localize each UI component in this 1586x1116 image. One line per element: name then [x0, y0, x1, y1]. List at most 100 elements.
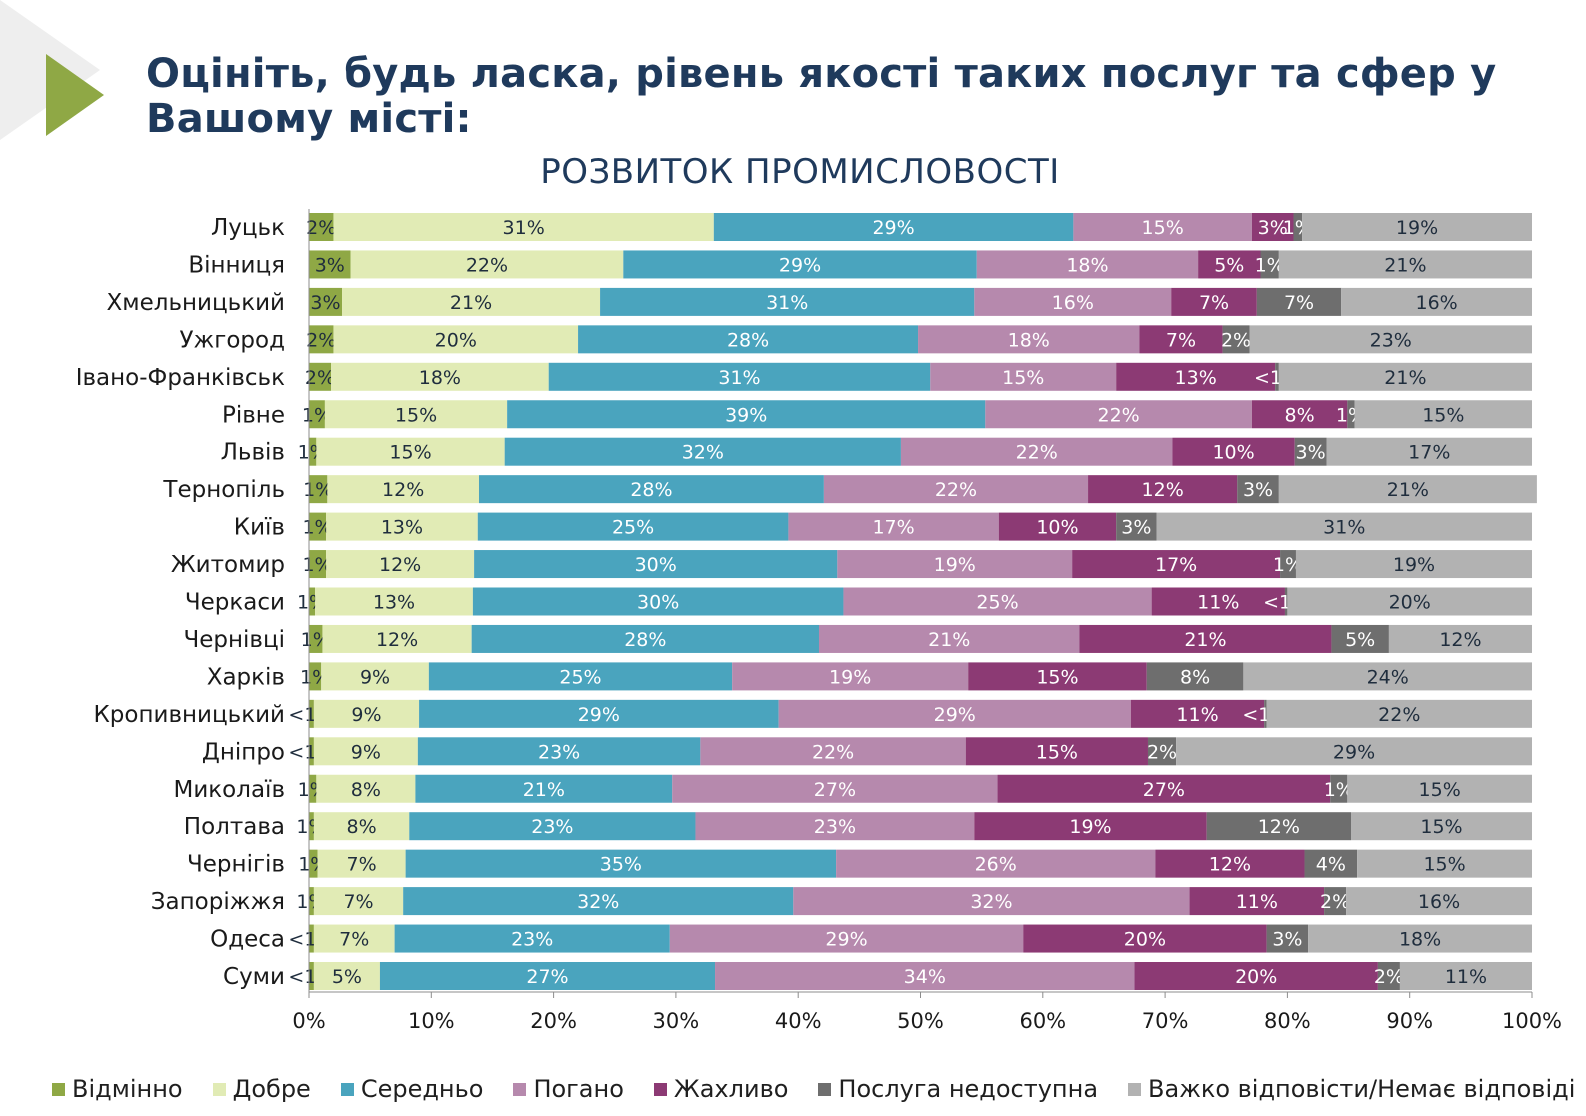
category-label: Дніпро	[202, 739, 285, 765]
bar-segment-погано	[836, 849, 1156, 878]
bar-segment-середньо	[417, 737, 701, 766]
bar-segment-середньо	[472, 587, 844, 616]
bar-segment-послуга-недоступна	[1324, 887, 1347, 916]
data-label: 35%	[600, 854, 642, 876]
data-label: 19%	[1396, 217, 1438, 239]
data-label: 30%	[637, 592, 679, 614]
data-label: 16%	[1418, 891, 1460, 913]
data-label: 7%	[343, 891, 373, 913]
data-label: 29%	[578, 704, 620, 726]
bar-segment-погано	[930, 362, 1117, 391]
data-label: 27%	[814, 779, 856, 801]
data-label: 27%	[526, 966, 568, 988]
bar-segment-послуга-недоступна	[1304, 849, 1358, 878]
data-label: 22%	[1016, 442, 1058, 464]
data-label: 23%	[1370, 329, 1412, 351]
bar-segment-погано	[823, 475, 1089, 504]
data-label: 7%	[347, 854, 377, 876]
data-label: 2%	[1374, 966, 1404, 988]
bar-segment-добре	[316, 774, 416, 803]
category-label: Хмельницький	[107, 290, 286, 316]
data-label: 28%	[727, 329, 769, 351]
bar-segment-середньо	[623, 250, 977, 279]
category-label: Житомир	[171, 552, 285, 578]
bar-segment-погано	[837, 550, 1073, 579]
bar-segment-середньо	[548, 362, 931, 391]
bar-segment-жахливо	[1023, 924, 1267, 953]
bar-segment-важко-відповісти-немає-відповіді	[1278, 362, 1532, 391]
bar-segment-послуга-недоступна	[1331, 624, 1389, 653]
data-label: 34%	[904, 966, 946, 988]
data-label: 7%	[1199, 292, 1229, 314]
data-label: 29%	[934, 704, 976, 726]
x-tick-label: 100%	[1502, 1009, 1562, 1033]
bar-segment-добре	[326, 512, 478, 541]
x-tick-label: 60%	[1019, 1009, 1066, 1033]
data-label: 21%	[450, 292, 492, 314]
data-label: 5%	[1345, 629, 1375, 651]
bar-segment-важко-відповісти-немає-відповіді	[1302, 213, 1532, 241]
legend-item: Жахливо	[653, 1075, 788, 1103]
data-label: 11%	[1176, 704, 1218, 726]
bar-segment-послуга-недоступна	[1256, 287, 1342, 316]
data-label: 1%	[1255, 254, 1285, 276]
bar-segment-добре	[342, 287, 601, 316]
data-label: 5%	[332, 966, 362, 988]
bar-segment-добре	[322, 624, 472, 653]
bar-segment-середньо	[379, 962, 716, 990]
category-label: Івано-Франківськ	[76, 365, 285, 391]
data-label: 3%	[1258, 217, 1288, 239]
category-label: Черкаси	[185, 590, 285, 616]
bar-segment-добре	[313, 812, 410, 841]
data-label: 12%	[382, 479, 424, 501]
legend-swatch	[52, 1082, 65, 1096]
bar-segment-відмінно	[309, 250, 351, 279]
bar-segment-послуга-недоступна	[1330, 774, 1348, 803]
bar-segment-відмінно	[309, 774, 317, 803]
bar-segment-жахливо	[1251, 400, 1348, 429]
bar-segment-погано	[669, 924, 1024, 953]
bar-segment-середньо	[477, 512, 789, 541]
bar-segment-погано	[974, 287, 1172, 316]
bar-segment-жахливо	[1134, 962, 1378, 990]
legend-swatch	[653, 1082, 667, 1096]
data-label: 2%	[306, 329, 336, 351]
bar-segment-середньо	[507, 400, 986, 429]
data-label: 29%	[779, 254, 821, 276]
bar-segment-відмінно	[309, 924, 314, 953]
legend-item: Послуга недоступна	[818, 1075, 1098, 1103]
data-label: 20%	[435, 329, 477, 351]
bar-segment-середньо	[478, 475, 824, 504]
data-label: 7%	[339, 929, 369, 951]
data-label: 30%	[635, 554, 677, 576]
bar-segment-послуга-недоступна	[1280, 550, 1296, 579]
category-label: Київ	[234, 515, 285, 541]
bar-segment-послуга-недоступна	[1293, 213, 1303, 241]
data-label: 3%	[1243, 479, 1273, 501]
data-label: 18%	[1399, 929, 1441, 951]
bar-segment-добре	[313, 962, 380, 990]
data-label: 28%	[630, 479, 672, 501]
bar-segment-жахливо	[1198, 250, 1261, 279]
data-label: 10%	[1036, 517, 1078, 539]
bar-segment-добре	[324, 400, 508, 429]
decorative-corner	[0, 0, 104, 140]
bar-segment-важко-відповісти-немає-відповіді	[1266, 699, 1532, 728]
data-label: 22%	[1378, 704, 1420, 726]
bar-segment-важко-відповісти-немає-відповіді	[1278, 475, 1537, 504]
data-label: 15%	[1419, 779, 1461, 801]
bar-segment-жахливо	[1130, 699, 1265, 728]
data-label: 15%	[1036, 666, 1078, 688]
bar-segment-відмінно	[309, 475, 328, 504]
bar-segment-відмінно	[309, 400, 325, 429]
data-label: 2%	[1320, 891, 1350, 913]
data-label: 1%	[1324, 779, 1354, 801]
bar-segment-відмінно	[309, 287, 343, 316]
bar-segment-жахливо	[1155, 849, 1305, 878]
data-label: 10%	[1212, 442, 1254, 464]
data-label: 2%	[305, 367, 335, 389]
data-label: 15%	[389, 442, 431, 464]
data-label: 21%	[1387, 479, 1429, 501]
bar-segment-погано	[700, 737, 966, 766]
data-label: 15%	[1420, 816, 1462, 838]
